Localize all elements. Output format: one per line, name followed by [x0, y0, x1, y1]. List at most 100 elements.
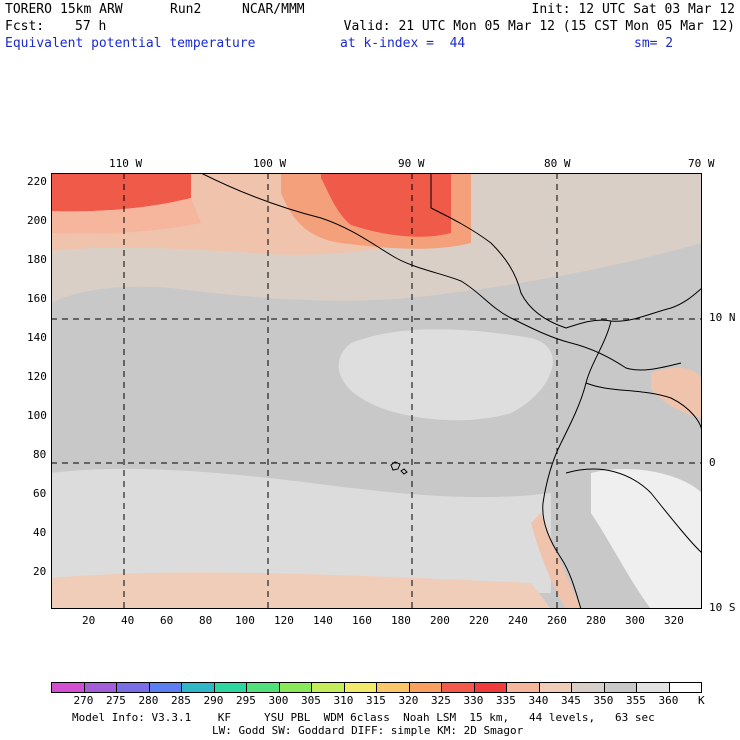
- x-tick: 100: [235, 614, 255, 627]
- colorbar-label: 275: [106, 694, 126, 707]
- field-red-west: [51, 173, 191, 212]
- lat-label-10n: 10 N: [709, 311, 736, 324]
- colorbar-swatch: [376, 682, 410, 693]
- y-tick: 160: [27, 292, 47, 305]
- colorbar-swatch: [636, 682, 670, 693]
- colorbar-swatch: [668, 682, 702, 693]
- field-peach-west: [51, 198, 201, 234]
- colorbar-swatch: [506, 682, 540, 693]
- colorbar-swatch: [116, 682, 150, 693]
- smoothing-label: sm= 2: [634, 36, 674, 51]
- colorbar-swatch: [603, 682, 637, 693]
- x-tick: 40: [121, 614, 135, 627]
- init-time: Init: 12 UTC Sat 03 Mar 12: [531, 2, 736, 17]
- colorbar-swatch: [213, 682, 247, 693]
- x-tick: 300: [625, 614, 645, 627]
- x-tick: 260: [547, 614, 567, 627]
- model-info: Model Info: V3.3.1 KF YSU PBL WDM 6class…: [72, 711, 655, 724]
- colorbar-swatch: [441, 682, 475, 693]
- colorbar-swatch: [311, 682, 345, 693]
- colorbar-label: 315: [366, 694, 386, 707]
- x-tick: 20: [82, 614, 96, 627]
- y-tick: 180: [27, 253, 47, 266]
- coastline-south-america: [542, 320, 612, 609]
- y-tick: 80: [33, 448, 47, 461]
- colorbar-swatch: [148, 682, 182, 693]
- lon-label-110w: 110 W: [109, 157, 143, 170]
- border-south-america-2: [565, 468, 702, 554]
- border-south-america-1: [585, 382, 702, 434]
- x-tick: 180: [391, 614, 411, 627]
- colorbar-label: 310: [333, 694, 354, 707]
- colorbar-label: 350: [593, 694, 614, 707]
- x-tick: 280: [586, 614, 606, 627]
- colorbar-label: 305: [301, 694, 321, 707]
- physics-info: LW: Godd SW: Goddard DIFF: simple KM: 2D…: [212, 724, 524, 737]
- y-tick: 120: [27, 370, 47, 383]
- colorbar-swatch: [51, 682, 85, 693]
- y-tick: 140: [27, 331, 47, 344]
- theta-e-field: [51, 173, 702, 609]
- resolution-label: 15km ARW: [60, 2, 123, 17]
- graticule: [51, 173, 702, 609]
- forecast-label: Fcst:: [5, 19, 45, 34]
- colorbar-label: 335: [496, 694, 516, 707]
- colorbar-label: 325: [431, 694, 451, 707]
- lat-label-10s: 10 S: [709, 601, 736, 614]
- field-lightgrey-center: [338, 329, 553, 421]
- forecast-hours: 57 h: [75, 19, 107, 34]
- coastlines: [200, 173, 702, 609]
- x-tick: 200: [430, 614, 450, 627]
- colorbar-swatch: [571, 682, 605, 693]
- x-tick: 240: [508, 614, 528, 627]
- y-tick: 220: [27, 175, 47, 188]
- colorbar-swatch: [181, 682, 215, 693]
- colorbar-swatch: [473, 682, 507, 693]
- colorbar-label: 330: [463, 694, 484, 707]
- y-tick: 60: [33, 487, 47, 500]
- lon-label-80w: 80 W: [544, 157, 571, 170]
- colorbar-label: 345: [561, 694, 581, 707]
- colorbar-swatch: [246, 682, 280, 693]
- colorbar-label: 340: [528, 694, 549, 707]
- x-tick: 120: [274, 614, 294, 627]
- colorbar-label: 300: [268, 694, 289, 707]
- x-tick: 220: [469, 614, 489, 627]
- x-tick: 160: [352, 614, 372, 627]
- field-tan-coast: [531, 513, 581, 609]
- x-tick: 60: [160, 614, 174, 627]
- map-frame: [51, 173, 702, 609]
- field-lightgrey-south: [51, 468, 551, 593]
- coastline-caribbean: [430, 173, 702, 329]
- colorbar-label: 290: [203, 694, 224, 707]
- lon-label-100w: 100 W: [253, 157, 287, 170]
- field-name: Equivalent potential temperature: [5, 36, 256, 51]
- field-red-core-inner: [321, 173, 451, 237]
- map-panel: [51, 173, 702, 609]
- level-label: at k-index = 44: [340, 36, 466, 51]
- y-tick: 100: [27, 409, 47, 422]
- colorbar-swatch: [343, 682, 377, 693]
- run-label: Run2: [170, 2, 202, 17]
- y-tick: 40: [33, 526, 47, 539]
- colorbar-swatch: [408, 682, 442, 693]
- x-tick: 80: [199, 614, 213, 627]
- colorbar-label: 320: [398, 694, 419, 707]
- colorbar-swatch: [538, 682, 572, 693]
- model-name: TORERO: [5, 2, 52, 17]
- x-tick: 320: [664, 614, 684, 627]
- lat-label-0: 0: [709, 456, 716, 469]
- y-tick: 200: [27, 214, 47, 227]
- valid-time: Valid: 21 UTC Mon 05 Mar 12 (15 CST Mon …: [343, 19, 735, 34]
- x-tick: 140: [313, 614, 333, 627]
- coastline-central-america: [200, 173, 682, 371]
- org-label: NCAR/MMM: [242, 2, 305, 17]
- colorbar-label: 270: [73, 694, 94, 707]
- colorbar-swatch: [83, 682, 117, 693]
- colorbar-label: 295: [236, 694, 256, 707]
- y-tick: 20: [33, 565, 47, 578]
- colorbar-label: 285: [171, 694, 191, 707]
- colorbar-label: 360: [658, 694, 679, 707]
- colorbar-label: 355: [626, 694, 646, 707]
- field-white-sa: [591, 469, 702, 609]
